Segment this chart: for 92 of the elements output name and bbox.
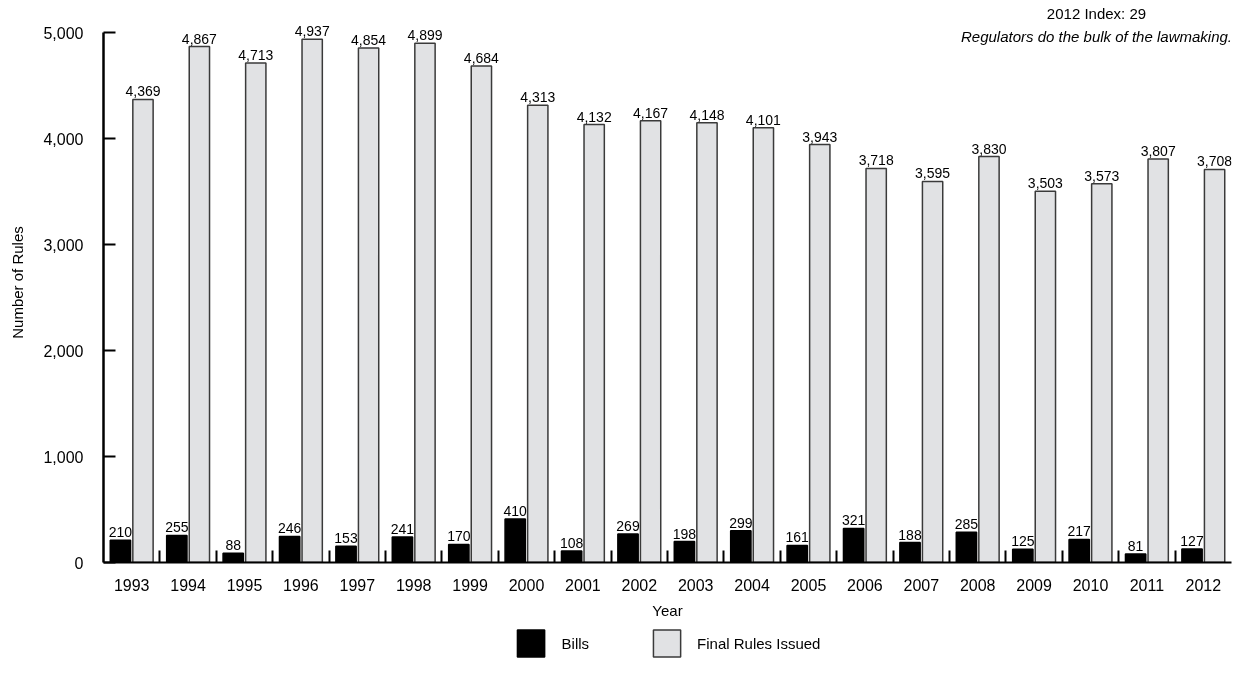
data-label: 161 — [785, 529, 810, 546]
x-tick-label: 1997 — [339, 576, 376, 594]
y-tick-label: 0 — [74, 554, 84, 572]
y-tick-label: 5,000 — [43, 24, 84, 42]
x-tick-label: 2009 — [1016, 576, 1052, 594]
data-label: 269 — [616, 517, 640, 534]
data-label: 108 — [559, 535, 584, 552]
data-label: 4,713 — [238, 46, 274, 63]
bar — [921, 180, 944, 563]
bar — [188, 45, 211, 563]
data-label: 4,899 — [407, 27, 443, 44]
data-label: 88 — [225, 537, 242, 554]
bar — [1203, 168, 1226, 563]
data-label: 217 — [1067, 523, 1092, 540]
data-label: 321 — [841, 512, 866, 529]
y-tick-label: 2,000 — [43, 342, 84, 360]
x-tick-label: 1999 — [452, 576, 488, 594]
data-label: 127 — [1180, 533, 1204, 550]
legend-label: Final Rules Issued — [697, 634, 821, 652]
data-label: 4,167 — [633, 104, 669, 121]
x-tick-label: 2002 — [621, 576, 658, 594]
data-label: 3,718 — [858, 152, 894, 169]
bar — [132, 98, 154, 563]
data-label: 4,684 — [463, 50, 500, 66]
y-tick-label: 3,000 — [43, 236, 84, 254]
bar — [865, 167, 888, 563]
data-label: 4,132 — [576, 108, 612, 125]
data-label: 285 — [954, 516, 979, 533]
x-tick-label: 2010 — [1072, 576, 1109, 594]
bar — [1090, 183, 1113, 563]
data-label: 3,503 — [1027, 175, 1064, 192]
y-tick-label: 4,000 — [43, 130, 84, 148]
bar — [301, 38, 324, 563]
bar — [244, 62, 267, 563]
data-label: 241 — [390, 520, 415, 537]
x-tick-label: 2012 — [1185, 576, 1222, 594]
bar — [808, 143, 831, 563]
data-label: 210 — [108, 524, 133, 541]
chart-title: 2012 Index: 29 — [1046, 5, 1147, 22]
x-tick-label: 2000 — [508, 576, 545, 594]
data-label: 246 — [277, 520, 302, 537]
x-tick-label: 1994 — [170, 576, 206, 594]
data-label: 4,313 — [520, 89, 556, 106]
data-label: 4,101 — [745, 111, 782, 128]
data-label: 3,595 — [915, 165, 951, 182]
bar — [696, 122, 718, 563]
bar — [414, 42, 436, 563]
data-label: 4,369 — [125, 83, 161, 100]
bar — [752, 127, 775, 563]
bar — [526, 104, 549, 563]
data-label: 4,148 — [689, 106, 725, 123]
x-tick-label: 1993 — [113, 576, 150, 594]
bar — [1147, 158, 1170, 563]
bar — [470, 65, 493, 563]
x-tick-label: 2008 — [959, 576, 996, 594]
data-label: 3,708 — [1197, 153, 1233, 170]
data-label: 3,573 — [1084, 167, 1120, 184]
x-tick-label: 2011 — [1129, 576, 1165, 594]
x-tick-label: 1998 — [395, 576, 432, 594]
x-tick-label: 1995 — [226, 576, 263, 594]
legend-label: Bills — [561, 634, 590, 652]
x-tick-label: 2004 — [734, 576, 770, 594]
data-label: 188 — [898, 526, 922, 543]
bar — [357, 47, 380, 563]
bar — [978, 155, 1000, 563]
data-label: 4,854 — [351, 31, 387, 48]
x-tick-label: 2006 — [847, 576, 883, 594]
x-tick-label: 2003 — [677, 576, 714, 594]
y-axis-title: Number of Rules — [9, 226, 27, 339]
x-tick-label: 2001 — [565, 576, 601, 594]
bar — [583, 123, 606, 563]
data-label: 153 — [334, 530, 358, 547]
data-label: 125 — [1011, 533, 1035, 550]
data-label: 410 — [503, 503, 528, 520]
data-label: 170 — [447, 528, 471, 545]
data-label: 3,943 — [802, 128, 838, 145]
data-label: 4,937 — [294, 23, 330, 40]
chart-subtitle: Regulators do the bulk of the lawmaking. — [961, 28, 1233, 45]
y-tick-label: 1,000 — [43, 448, 84, 466]
data-label: 4,867 — [181, 30, 218, 47]
data-label: 81 — [1127, 537, 1144, 554]
bar — [639, 120, 662, 563]
x-axis-title: Year — [652, 601, 683, 619]
x-tick-label: 2005 — [790, 576, 827, 594]
data-label: 299 — [729, 514, 753, 531]
data-label: 198 — [672, 525, 697, 542]
data-label: 3,807 — [1140, 142, 1176, 159]
data-label: 255 — [165, 519, 189, 536]
bar — [1034, 190, 1057, 563]
x-tick-label: 1996 — [283, 576, 319, 594]
data-label: 3,830 — [971, 140, 1007, 157]
x-tick-label: 2007 — [903, 576, 940, 594]
